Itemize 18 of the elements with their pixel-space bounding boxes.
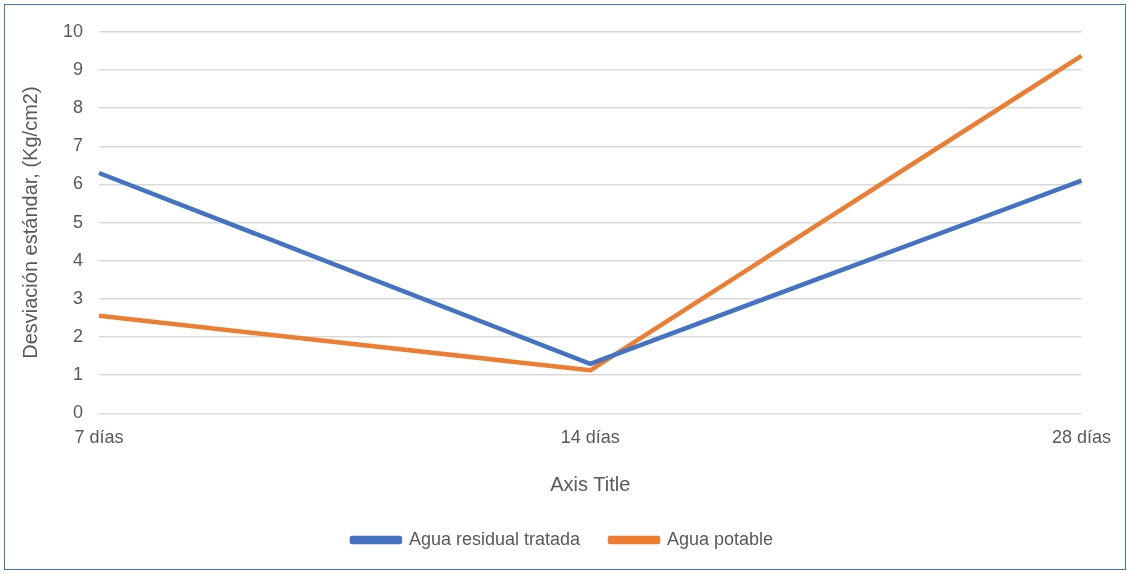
x-tick-label: 7 días: [74, 427, 124, 448]
x-axis-title: Axis Title: [550, 472, 631, 495]
x-tick-label: 14 días: [560, 427, 620, 448]
y-tick-label: 5: [73, 211, 84, 232]
y-tick-label: 6: [73, 173, 84, 194]
y-tick-label: 8: [73, 97, 84, 118]
y-tick-label: 10: [62, 20, 84, 41]
y-tick-label: 4: [73, 249, 84, 270]
legend-label: Agua residual tratada: [408, 528, 581, 549]
y-tick-label: 0: [73, 402, 84, 423]
legend-label: Agua potable: [667, 528, 774, 549]
y-tick-label: 7: [73, 135, 84, 156]
y-tick-label: 1: [73, 364, 84, 385]
y-tick-label: 9: [73, 58, 84, 79]
y-axis-title: Desviación estándar, (Kg/cm2): [18, 86, 41, 359]
y-tick-label: 3: [73, 287, 84, 308]
x-tick-label: 28 días: [1051, 427, 1111, 448]
y-tick-label: 2: [73, 326, 84, 347]
